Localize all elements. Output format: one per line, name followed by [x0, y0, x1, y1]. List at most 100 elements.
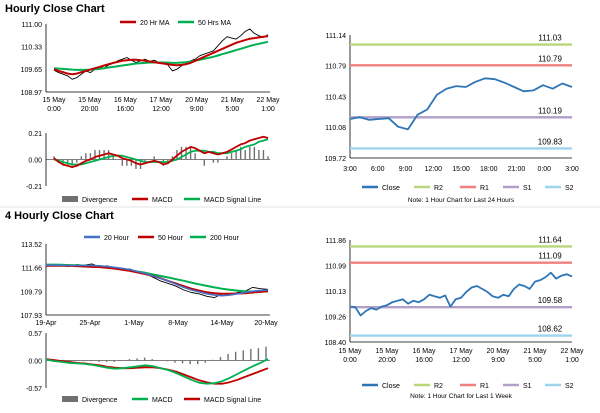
fourhourly-price-legend-20h: 20 Hour [104, 235, 130, 242]
hourly-24h-level-label-r2: 111.03 [538, 34, 562, 43]
fourhourly-price-xtick: 1-May [124, 320, 144, 327]
hourly-macd-legend-macd: MACD [152, 197, 173, 204]
fourhourly-week-xtick: 16 May [413, 348, 436, 355]
hourly-price-xtick: 16:00 [117, 106, 135, 113]
fourhourly-price-ytick: 111.66 [22, 266, 42, 273]
fourhourly-week-xtick: 16:00 [415, 357, 433, 364]
hourly-24h-level-label-s2: 109.83 [538, 137, 563, 146]
fourhourly-price-series [45, 263, 269, 299]
fourhourly-macd-legend-signal: MACD Signal Line [204, 397, 261, 404]
fourhourly-price-xtick: 25-Apr [79, 320, 101, 327]
fourhourly-ma20-series [46, 264, 269, 297]
hourly-24h-xtick: 21:00 [508, 166, 526, 173]
fourhourly-week-xtick: 5:00 [528, 357, 542, 364]
fourhourly-week-xtick: 20 May [487, 348, 510, 355]
fourhourly-section-title: 4 Hourly Close Chart [5, 210, 114, 222]
hourly-24h-xtick: 3:00 [565, 166, 579, 173]
fourhourly-week-legend-close: Close [382, 383, 400, 390]
fourhourly-price-xtick: 20-May [254, 320, 278, 327]
hourly-macd-legend-divergence: Divergence [82, 197, 118, 204]
hourly-price-xtick: 16 May [114, 97, 137, 104]
hourly-price-xtick: 12:00 [152, 106, 170, 113]
hourly-24h-legend-s1: S1 [523, 185, 532, 192]
hourly-24h-ytick: 110.43 [325, 95, 346, 102]
fourhourly-macd-ytick: 0.00 [28, 359, 42, 366]
hourly-macd-signal-series [53, 138, 269, 166]
hourly-24h-ytick: 109.72 [325, 156, 347, 163]
hourly-24h-legend-r1: R1 [480, 185, 489, 192]
fourhourly-price-ytick: 113.52 [21, 242, 42, 249]
fourhourly-week-legend-r2: R2 [434, 383, 443, 390]
hourly-price-xtick: 22 May [257, 97, 280, 104]
fourhourly-price-legend-200h: 200 Hour [210, 235, 239, 242]
fourhourly-week-xtick: 15 May [339, 348, 362, 355]
hourly-price-ytick: 109.65 [21, 67, 43, 74]
hourly-macd-ytick: 0.00 [28, 158, 42, 165]
fourhourly-week-level-label-r2: 111.64 [538, 235, 562, 244]
fourhourly-week-xtick: 12:00 [452, 357, 470, 364]
fourhourly-week-xtick: 22 May [561, 348, 584, 355]
hourly-macd-legend-signal: MACD Signal Line [204, 197, 261, 204]
hourly-ma20-series [53, 35, 269, 76]
fourhourly-week-xtick: 15 May [376, 348, 399, 355]
hourly-24h-close-series [349, 77, 573, 131]
hourly-24h-level-label-s1: 110.19 [538, 106, 562, 115]
hourly-price-xtick: 1:00 [261, 106, 275, 113]
fourhourly-week-xtick: 21 May [524, 348, 547, 355]
hourly-24h-ytick: 111.14 [326, 33, 346, 40]
hourly-24h-legend-r2: R2 [434, 185, 443, 192]
hourly-price-xtick: 15 May [78, 97, 101, 104]
hourly-price-xtick: 5:00 [226, 106, 240, 113]
hourly-price-xtick: 9:00 [190, 106, 204, 113]
hourly-price-xtick: 15 May [43, 97, 66, 104]
hourly-macd-ytick: 0.21 [28, 131, 42, 138]
fourhourly-week-xtick: 17 May [450, 348, 473, 355]
hourly-price-ytick: 108.97 [21, 90, 43, 97]
hourly-24h-ytick: 110.79 [325, 63, 346, 70]
hourly-price-ytick: 111.00 [22, 22, 42, 29]
fourhourly-macd-ytick: 0.57 [28, 331, 42, 338]
hourly-24h-legend-close: Close [382, 185, 400, 192]
fourhourly-week-xtick: 1:00 [565, 357, 579, 364]
hourly-24h-level-label-r1: 110.79 [538, 54, 562, 63]
fourhourly-week-xtick: 0:00 [343, 357, 357, 364]
fourhourly-week-legend-r1: R1 [480, 383, 489, 390]
fourhourly-macd-series [45, 358, 269, 385]
hourly-24h-legend-s2: S2 [565, 185, 574, 192]
hourly-price-xtick: 20:00 [81, 106, 99, 113]
hourly-24h-note: Note: 1 Hour Chart for Last 24 Hours [408, 197, 515, 204]
hourly-price-legend-ma50: 50 Hrs MA [198, 20, 231, 27]
fourhourly-macd-legend-macd: MACD [152, 397, 173, 404]
hourly-price-xtick: 17 May [150, 97, 173, 104]
hourly-24h-xtick: 9:00 [399, 166, 413, 173]
fourhourly-week-close-series [349, 271, 573, 317]
fourhourly-week-note: Note: 1 Hour Chart for Last 1 Week [410, 393, 513, 400]
fourhourly-week-ytick: 111.86 [326, 238, 346, 245]
hourly-macd-series [53, 135, 269, 168]
hourly-price-legend-ma20: 20 Hr MA [140, 20, 170, 27]
hourly-24h-xtick: 12:00 [424, 166, 442, 173]
fourhourly-week-xtick: 20:00 [378, 357, 396, 364]
hourly-section-title: Hourly Close Chart [5, 3, 105, 15]
fourhourly-price-xtick: 14-May [210, 320, 234, 327]
hourly-24h-ytick: 110.08 [325, 125, 346, 132]
fourhourly-macd-legend-divergence: Divergence [82, 397, 118, 404]
hourly-price-xtick: 20 May [185, 97, 208, 104]
hourly-macd-ytick: -0.21 [26, 184, 42, 191]
fourhourly-week-ytick: 108.40 [325, 340, 347, 347]
hourly-ma50-series [53, 40, 269, 71]
fourhourly-week-xtick: 9:00 [491, 357, 505, 364]
hourly-24h-xtick: 6:00 [371, 166, 385, 173]
hourly-price-xtick: 0:00 [47, 106, 61, 113]
fourhourly-week-legend-s2: S2 [565, 383, 574, 390]
hourly-24h-xtick: 15:00 [452, 166, 470, 173]
fourhourly-price-ytick: 109.79 [21, 289, 43, 296]
fourhourly-week-ytick: 109.26 [325, 315, 347, 322]
fourhourly-week-ytick: 110.13 [325, 289, 346, 296]
fourhourly-week-level-label-s2: 108.62 [538, 325, 563, 334]
fourhourly-price-ytick: 107.93 [21, 313, 43, 320]
fourhourly-week-legend-s1: S1 [523, 383, 532, 390]
fourhourly-price-xtick: 19-Apr [35, 320, 57, 327]
hourly-24h-xtick: 3:00 [343, 166, 357, 173]
